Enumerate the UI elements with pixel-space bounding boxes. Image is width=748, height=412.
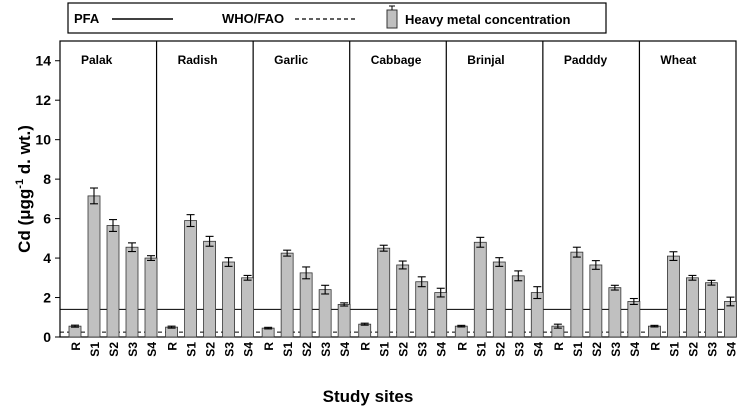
- x-tick-label: S4: [724, 342, 738, 357]
- bar: [454, 325, 468, 338]
- bar: [434, 292, 448, 338]
- x-tick-label: S3: [512, 342, 526, 357]
- y-tick-label: 8: [43, 171, 51, 187]
- bar: [222, 261, 235, 338]
- x-tick-label: S3: [223, 342, 237, 357]
- x-tick-label: S1: [667, 342, 681, 357]
- bar: [530, 292, 544, 338]
- x-tick-label: S4: [628, 342, 642, 357]
- y-axis-title-main: Cd (μgg: [15, 189, 34, 253]
- x-tick-label: S1: [378, 342, 392, 357]
- x-tick-label: S2: [686, 342, 700, 357]
- x-tick-label: R: [69, 342, 83, 351]
- panel-label: Brinjal: [467, 53, 504, 67]
- x-tick-label: S1: [571, 342, 585, 357]
- bar: [106, 225, 120, 338]
- y-tick-label: 2: [43, 290, 51, 306]
- panel-labels: Palak Radish Garlic Cabbage Brinjal Padddy Whe…: [81, 53, 696, 67]
- x-tick-label: S3: [416, 342, 430, 357]
- x-tick-label: S3: [126, 342, 140, 357]
- y-axis-title: Cd (μgg-1 d. wt.): [14, 125, 34, 253]
- bar: [299, 272, 313, 338]
- y-tick-label: 6: [43, 211, 51, 227]
- x-tick-label: S3: [319, 342, 333, 357]
- x-tick-label: S4: [145, 342, 159, 357]
- panel-label: Palak: [81, 53, 113, 67]
- legend-pfa-label: PFA: [74, 11, 100, 26]
- x-tick-labels: R S1 S2 S3 S4 R S1 S2 S3 S4 R S1 S2 S3 S4 R S1 S2 S3 S4 R S1 S…: [69, 342, 738, 357]
- y-tick-label: 14: [35, 53, 51, 69]
- y-tick-label: 12: [35, 92, 51, 108]
- x-tick-label: R: [455, 342, 469, 351]
- x-tick-label: R: [166, 342, 180, 351]
- x-tick-label: S3: [609, 342, 623, 357]
- x-tick-label: R: [262, 342, 276, 351]
- bar: [627, 301, 641, 338]
- x-tick-label: R: [359, 342, 373, 351]
- x-axis-title: Study sites: [323, 387, 414, 406]
- y-axis-title-sup: -1: [14, 179, 26, 189]
- x-tick-label: S1: [185, 342, 199, 357]
- bar: [144, 257, 158, 338]
- x-tick-label: S4: [242, 342, 256, 357]
- y-axis-title-tail: d. wt.): [15, 125, 34, 179]
- bar: [724, 301, 737, 338]
- panel-label: Radish: [178, 53, 218, 67]
- y-axis: 0 2 4 6 8 10 12 14: [35, 53, 60, 345]
- bar: [87, 195, 101, 338]
- x-tick-label: S2: [204, 342, 218, 357]
- legend-who-label: WHO/FAO: [222, 11, 284, 26]
- bar: [415, 281, 429, 338]
- bar: [184, 220, 197, 338]
- panel-label: Cabbage: [371, 53, 422, 67]
- bar: [68, 325, 82, 338]
- bar: [667, 255, 680, 338]
- x-tick-label: S2: [107, 342, 121, 357]
- bar: [686, 277, 699, 338]
- x-tick-label: S2: [397, 342, 411, 357]
- bar: [648, 325, 661, 338]
- panel-label: Padddy: [564, 53, 608, 67]
- y-tick-label: 10: [35, 132, 51, 148]
- y-tick-label: 4: [43, 250, 51, 266]
- x-tick-label: S3: [705, 342, 719, 357]
- bar: [705, 282, 718, 338]
- x-tick-label: S4: [338, 342, 352, 357]
- bar: [318, 289, 332, 338]
- x-tick-label: S1: [281, 342, 295, 357]
- x-tick-label: R: [648, 342, 662, 351]
- legend-box: [67, 2, 607, 34]
- bar: [280, 252, 294, 338]
- bar: [511, 275, 525, 338]
- legend: PFA WHO/FAO Heavy metal concentration: [67, 2, 607, 34]
- panel-label: Garlic: [274, 53, 308, 67]
- bar: [241, 277, 254, 338]
- bar: [377, 247, 391, 338]
- x-tick-label: S2: [590, 342, 604, 357]
- x-tick-label: S4: [435, 342, 449, 357]
- bar: [473, 241, 487, 338]
- x-tick-label: S2: [300, 342, 314, 357]
- y-tick-label: 0: [43, 329, 51, 345]
- x-tick-label: R: [552, 342, 566, 351]
- panel-label: Wheat: [660, 53, 696, 67]
- bar: [608, 287, 622, 338]
- bar: [125, 246, 139, 338]
- bar: [396, 264, 410, 338]
- bar: [358, 323, 372, 338]
- bars: [68, 187, 737, 338]
- bar: [203, 240, 216, 338]
- bar: [570, 251, 584, 338]
- bar: [492, 261, 506, 338]
- legend-hm-swatch: [386, 9, 398, 29]
- x-tick-label: S4: [531, 342, 545, 357]
- x-tick-label: S2: [493, 342, 507, 357]
- x-tick-label: S1: [88, 342, 102, 357]
- bar: [337, 304, 351, 338]
- x-tick-label: S1: [474, 342, 488, 357]
- legend-hm-label: Heavy metal concentration: [405, 12, 571, 27]
- bar: [589, 264, 603, 338]
